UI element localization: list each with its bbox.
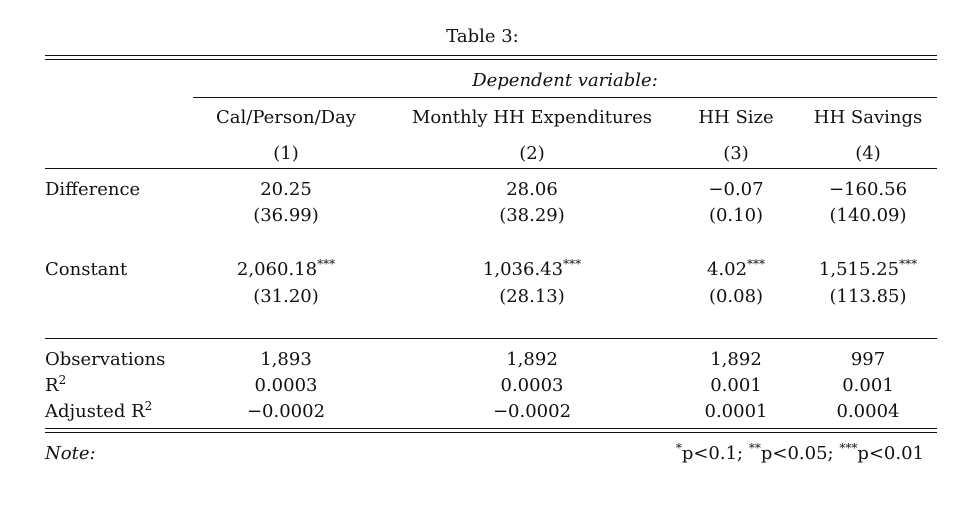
r2-2: 0.0003 bbox=[500, 375, 564, 396]
difference-se-2: (38.29) bbox=[499, 205, 565, 226]
constant-coef-3: 4.02*** bbox=[706, 257, 766, 280]
constant-se-2: (28.13) bbox=[499, 286, 565, 307]
constant-se-1: (31.20) bbox=[253, 286, 319, 307]
note-label: Note: bbox=[45, 443, 96, 464]
observations-2: 1,892 bbox=[506, 349, 558, 370]
significance-note: *p<0.1; **p<0.05; ***p<0.01 bbox=[675, 441, 924, 464]
difference-coef-1: 20.25 bbox=[260, 179, 312, 200]
constant-coef-4: 1,515.25*** bbox=[818, 257, 918, 280]
row-label-adjusted-r2: Adjusted R2 bbox=[45, 399, 153, 422]
observations-4: 997 bbox=[850, 349, 886, 370]
column-number-1: (1) bbox=[273, 143, 299, 164]
row-label-difference: Difference bbox=[45, 179, 141, 200]
row-label-observations: Observations bbox=[45, 349, 166, 370]
adjusted-r2-3: 0.0001 bbox=[704, 401, 768, 422]
column-number-3: (3) bbox=[723, 143, 749, 164]
constant-se-3: (0.08) bbox=[708, 286, 764, 307]
r2-3: 0.001 bbox=[710, 375, 762, 396]
header-rule bbox=[45, 168, 937, 169]
constant-coef-1: 2,060.18*** bbox=[236, 257, 336, 280]
table-caption: Table 3: bbox=[446, 26, 519, 47]
dep-var-rule bbox=[193, 97, 937, 98]
stats-rule bbox=[45, 338, 937, 339]
column-number-2: (2) bbox=[519, 143, 545, 164]
difference-coef-3: −0.07 bbox=[708, 179, 764, 200]
adjusted-r2-2: −0.0002 bbox=[492, 401, 572, 422]
row-label-constant: Constant bbox=[45, 259, 128, 280]
column-header-3: HH Size bbox=[698, 107, 774, 128]
constant-coef-2: 1,036.43*** bbox=[482, 257, 582, 280]
constant-se-4: (113.85) bbox=[829, 286, 907, 307]
dependent-variable-label: Dependent variable: bbox=[472, 70, 658, 91]
observations-3: 1,892 bbox=[710, 349, 762, 370]
column-header-2: Monthly HH Expenditures bbox=[411, 107, 653, 128]
difference-coef-2: 28.06 bbox=[506, 179, 558, 200]
row-label-r2: R2 bbox=[45, 373, 67, 396]
difference-se-3: (0.10) bbox=[708, 205, 764, 226]
top-rule-2 bbox=[45, 59, 937, 60]
adjusted-r2-4: 0.0004 bbox=[836, 401, 900, 422]
bottom-rule-2 bbox=[45, 432, 937, 433]
adjusted-r2-1: −0.0002 bbox=[246, 401, 326, 422]
difference-coef-4: −160.56 bbox=[828, 179, 908, 200]
column-header-1: Cal/Person/Day bbox=[216, 107, 356, 128]
top-rule-1 bbox=[45, 55, 937, 56]
observations-1: 1,893 bbox=[260, 349, 312, 370]
column-header-4: HH Savings bbox=[813, 107, 923, 128]
r2-4: 0.001 bbox=[842, 375, 894, 396]
column-number-4: (4) bbox=[855, 143, 881, 164]
bottom-rule-1 bbox=[45, 428, 937, 429]
r2-1: 0.0003 bbox=[254, 375, 318, 396]
difference-se-1: (36.99) bbox=[253, 205, 319, 226]
difference-se-4: (140.09) bbox=[829, 205, 907, 226]
